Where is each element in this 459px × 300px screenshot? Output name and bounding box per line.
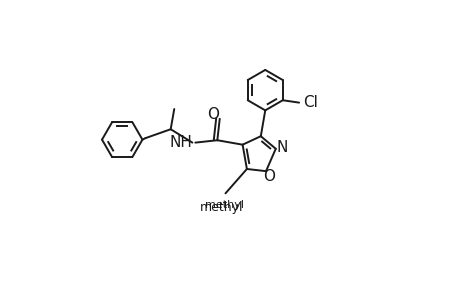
Text: N: N [276, 140, 287, 155]
Text: NH: NH [169, 135, 192, 150]
Text: Cl: Cl [302, 95, 317, 110]
Text: O: O [263, 169, 274, 184]
Text: methyl: methyl [204, 200, 243, 210]
Text: O: O [207, 106, 218, 122]
Text: methyl: methyl [200, 201, 243, 214]
